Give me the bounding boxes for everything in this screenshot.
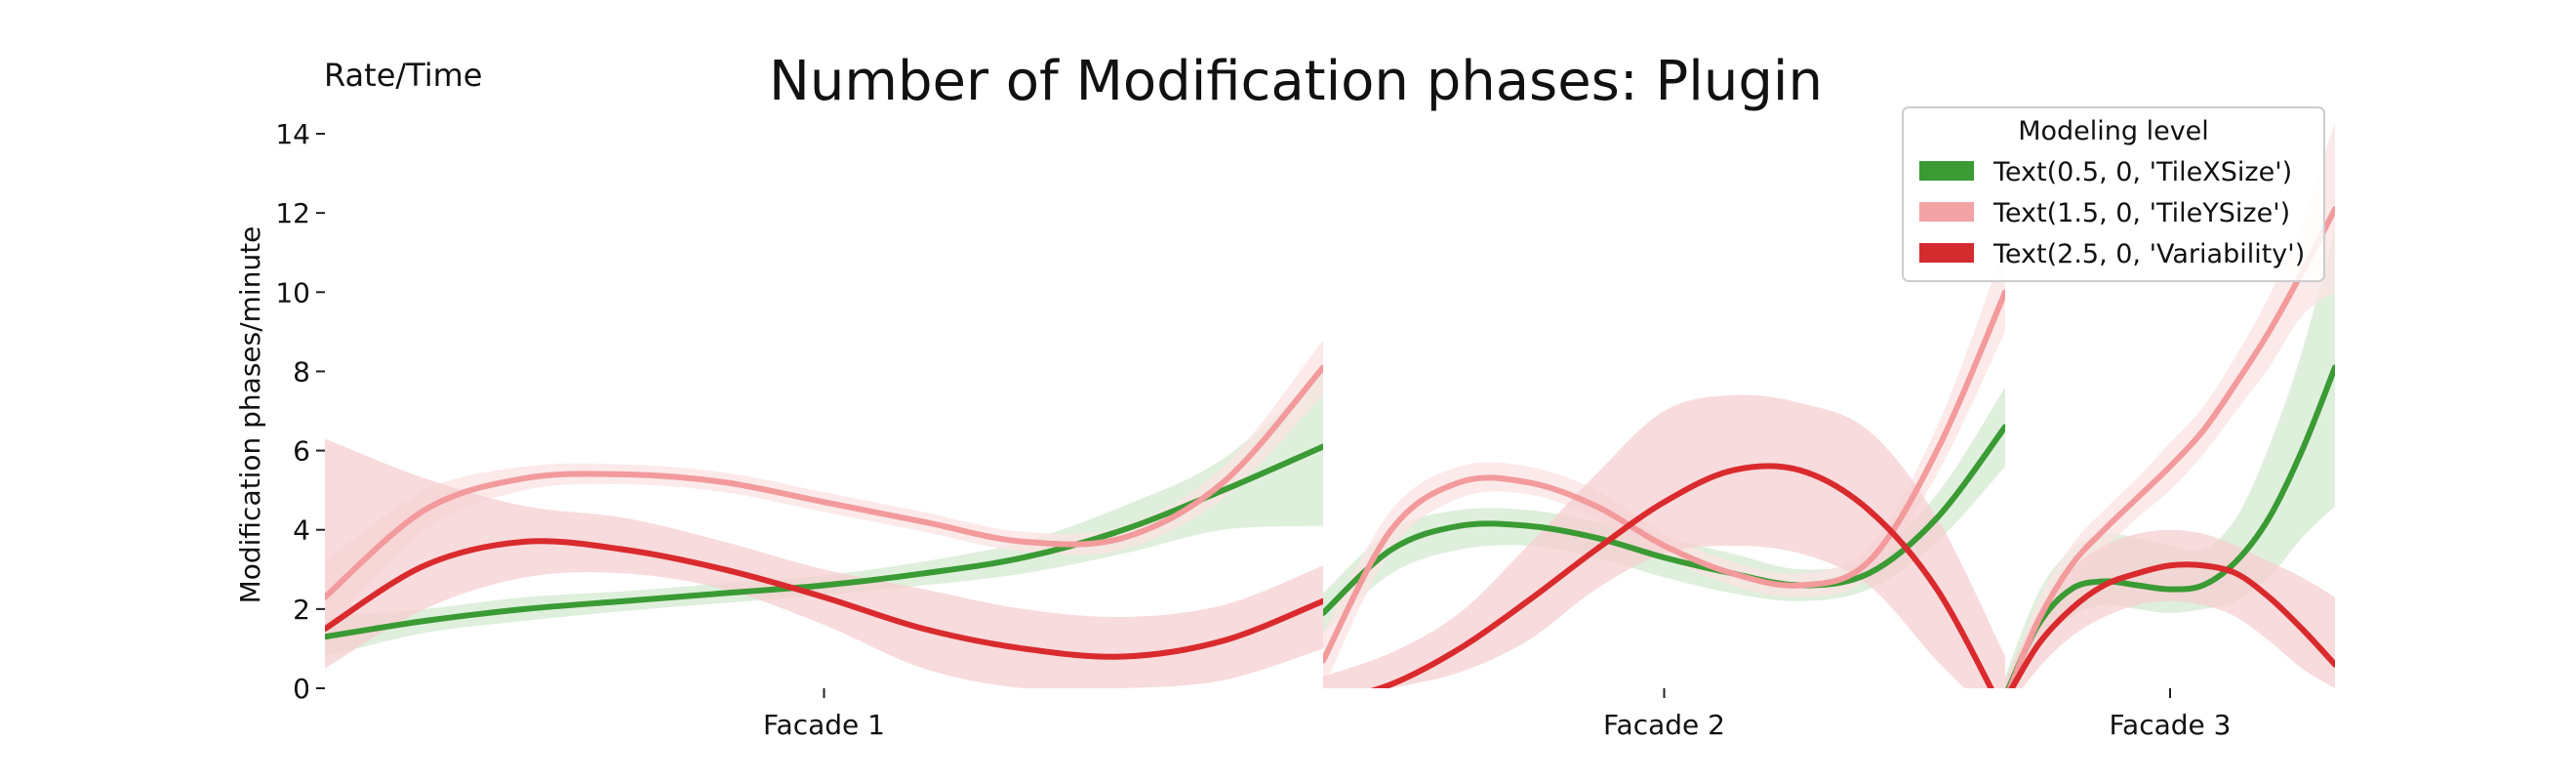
legend-entry-label: Text(2.5, 0, 'Variability') [1992,239,2305,269]
y-tick-label: 8 [293,355,310,388]
confidence-band [325,339,1323,634]
y-tick-label: 6 [293,435,310,468]
confidence-band [1323,394,2005,688]
x-tick-label: Facade 2 [1603,709,1725,741]
series-line [2006,206,2335,688]
facets [325,121,2335,688]
facet-1 [325,339,1323,688]
series-line [1371,463,1994,688]
y-tick-label: 0 [293,673,310,705]
legend-swatch [1919,202,1974,222]
series-line [2008,561,2335,688]
legend-title: Modeling level [2018,116,2209,146]
legend-swatch [1919,243,1974,263]
legend-entry-label: Text(1.5, 0, 'TileYSize') [1992,198,2290,228]
confidence-band [2005,529,2335,688]
series-line [325,364,1323,600]
y-axis-label: Modification phases/minute [234,226,266,604]
corner-label: Rate/Time [324,57,482,94]
series-line [325,443,1323,640]
y-axis: 0 2 4 6 8 10 12 14 [275,118,325,705]
legend-entries: Text(0.5, 0, 'TileXSize') Text(1.5, 0, 'T… [1919,157,2305,269]
x-axis: Facade 1 Facade 2 Facade 3 [763,688,2231,741]
legend-frame [1902,106,2325,282]
y-tick-label: 4 [293,514,310,547]
confidence-band [325,438,1323,688]
facet-2 [1323,244,2005,688]
series-line [1323,424,2005,616]
facet-3 [2005,121,2335,688]
chart-title: Number of Modification phases: Plugin [769,50,1823,113]
legend: Modeling level Text(0.5, 0, 'TileXSize')… [1902,106,2325,282]
legend-swatch [1919,161,1974,181]
series-line [2005,364,2335,688]
confidence-band [325,371,1323,657]
legend-entry-label: Text(0.5, 0, 'TileXSize') [1992,157,2292,187]
confidence-band [1323,244,2005,688]
y-tick-label: 12 [275,197,310,229]
x-tick-label: Facade 1 [763,709,885,741]
series-line [325,538,1323,660]
series-line [1323,289,2005,664]
y-tick-label: 10 [275,276,310,308]
x-tick-label: Facade 3 [2110,709,2232,741]
y-tick-label: 2 [293,594,310,626]
y-tick-label: 14 [275,118,310,150]
